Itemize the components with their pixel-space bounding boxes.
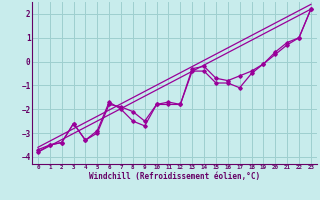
X-axis label: Windchill (Refroidissement éolien,°C): Windchill (Refroidissement éolien,°C) bbox=[89, 172, 260, 181]
